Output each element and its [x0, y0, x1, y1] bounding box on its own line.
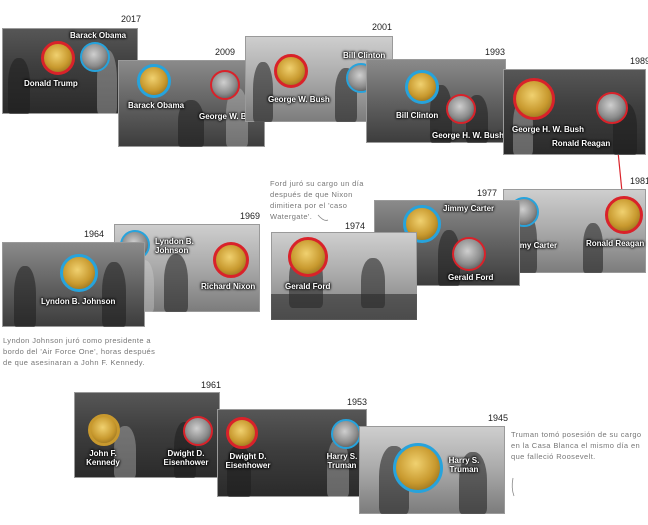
- name-label-reagan-1989: Ronald Reagan: [552, 139, 611, 148]
- portrait-richard-nixon: [213, 242, 249, 278]
- name-label-obama-2017: Barack Obama: [70, 31, 127, 40]
- name-label-carter-1981: Jimmy Carter: [506, 241, 558, 250]
- year-label-1981: 1981: [630, 176, 648, 186]
- name-label-trump: Donald Trump: [24, 79, 78, 88]
- name-label-carter-1977: Jimmy Carter: [443, 204, 495, 213]
- truman-note-pointer: [511, 477, 515, 497]
- name-label-gwbush-2009: George W. Bush: [199, 112, 261, 121]
- portrait-donald-trump: [41, 41, 75, 75]
- portrait-bill-clinton-1993: [405, 70, 439, 104]
- name-label-truman-1953: Harry S. Truman: [326, 452, 358, 470]
- name-label-obama-2009: Barack Obama: [128, 101, 185, 110]
- photo-inauguration-1993: [366, 59, 506, 143]
- portrait-george-h-w-bush-1989: [513, 78, 555, 120]
- year-label-1989: 1989: [630, 56, 648, 66]
- name-label-nixon: Richard Nixon: [201, 282, 256, 291]
- note-truman: Truman tomó posesión de su cargo en la C…: [511, 430, 642, 461]
- year-label-2017: 2017: [121, 14, 142, 24]
- year-label-1977: 1977: [477, 188, 498, 198]
- name-label-lbj-1969: Lyndon B. Johnson: [155, 237, 194, 255]
- year-label-2009: 2009: [215, 47, 236, 57]
- portrait-george-w-bush-2009: [210, 70, 240, 100]
- name-label-ghwbush-1989: George H. W. Bush: [512, 125, 585, 134]
- portrait-ronald-reagan-1989: [596, 92, 628, 124]
- year-label-1974: 1974: [345, 221, 366, 231]
- year-label-1953: 1953: [347, 397, 368, 407]
- name-label-ford-1977: Gerald Ford: [448, 273, 494, 282]
- name-label-ghwbush-1993: George H. W. Bush: [432, 131, 505, 140]
- portrait-dwight-d-eisenhower-1961: [183, 416, 213, 446]
- photo-inauguration-2017: [2, 28, 138, 114]
- note-ford: Ford juró su cargo un día después de que…: [270, 179, 364, 221]
- name-label-ike-1953: Dwight D. Eisenhower: [225, 452, 271, 470]
- year-label-2001: 2001: [372, 22, 393, 32]
- portrait-harry-s-truman-1945: [393, 443, 443, 493]
- name-label-lbj-1964: Lyndon B. Johnson: [41, 297, 116, 306]
- portrait-ronald-reagan-1981: [605, 196, 643, 234]
- portrait-harry-s-truman-1953: [331, 419, 361, 449]
- name-label-jfk: John F. Kennedy: [86, 449, 120, 467]
- year-label-1993: 1993: [485, 47, 506, 57]
- portrait-barack-obama-2017: [80, 42, 110, 72]
- portrait-lyndon-b-johnson-1964: [60, 254, 98, 292]
- name-label-ford-1974: Gerald Ford: [285, 282, 331, 291]
- name-label-gwbush-2001: George W. Bush: [268, 95, 330, 104]
- year-label-1969: 1969: [240, 211, 261, 221]
- portrait-dwight-d-eisenhower-1953: [226, 417, 258, 449]
- portrait-george-h-w-bush-1993: [446, 94, 476, 124]
- name-label-reagan-1981: Ronald Reagan: [586, 239, 645, 248]
- portrait-george-w-bush-2001: [274, 54, 308, 88]
- portrait-barack-obama-2009: [137, 64, 171, 98]
- portrait-gerald-ford-1974: [288, 237, 328, 277]
- name-label-truman-1945: Harry S. Truman: [448, 456, 480, 474]
- portrait-gerald-ford-1977: [452, 237, 486, 271]
- name-label-clinton-1993: Bill Clinton: [396, 111, 439, 120]
- note-johnson: Lyndon Johnson juró como presidente a bo…: [3, 336, 156, 367]
- portrait-john-f-kennedy: [88, 414, 120, 446]
- name-label-ike-1961: Dwight D. Eisenhower: [163, 449, 209, 467]
- year-label-1964: 1964: [84, 229, 105, 239]
- year-label-1961: 1961: [201, 380, 222, 390]
- year-label-1945: 1945: [488, 413, 509, 423]
- name-label-clinton-2001: Bill Clinton: [343, 51, 386, 60]
